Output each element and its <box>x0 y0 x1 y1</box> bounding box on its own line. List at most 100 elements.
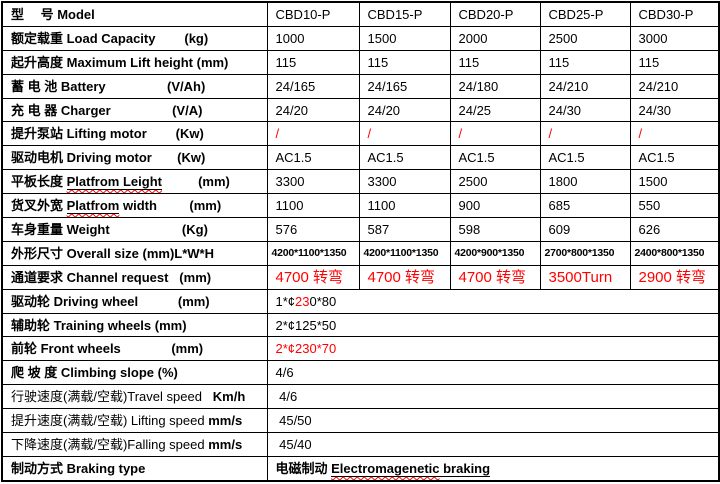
row-label-training-wheels: 辅助轮 Training wheels (mm) <box>1 312 268 338</box>
cell-platform-width-col3: 900 <box>449 193 541 219</box>
cell-charger-col3: 24/25 <box>449 97 541 123</box>
row-label-lifting-speed: 提升速度(满载/空载) Lifting speed mm/s <box>1 408 268 434</box>
cell-charger-col5: 24/30 <box>629 97 720 123</box>
text-segment: CBD30-P <box>638 6 694 22</box>
row-label-driving-motor: 驱动电机 Driving motor (Kw) <box>1 145 268 171</box>
cell-lifting-speed: 45/50 <box>266 408 720 434</box>
text-segment: 电磁制动 <box>275 460 332 476</box>
table-row-channel-request: 通道要求 Channel request (mm) 4700 转弯 4700 转弯 4… <box>1 264 720 290</box>
cell-lifting-motor-col1: / <box>266 121 360 147</box>
text-segment: 2500 <box>548 30 578 46</box>
text-segment: 4700 转弯 <box>367 268 436 286</box>
cell-battery-col1: 24/165 <box>266 73 360 99</box>
cell-max-lift-height-col1: 115 <box>266 49 360 75</box>
text-segment: 驱动轮 Driving wheel (mm) <box>11 293 210 309</box>
text-segment: braking <box>439 460 491 477</box>
row-label-overall-size: 外形尺寸 Overall size (mm)L*W*H <box>1 240 268 266</box>
text-segment: 587 <box>367 221 390 237</box>
cell-climbing-slope: 4/6 <box>266 360 720 386</box>
text-segment: 4/6 <box>275 389 298 405</box>
text-segment: 起升高度 Maximum Lift height (mm) <box>11 54 229 70</box>
text-segment: 4/6 <box>275 365 294 381</box>
cell-travel-speed: 4/6 <box>266 384 720 410</box>
row-label-model: 型 号 Model <box>1 1 268 27</box>
text-segment: CBD10-P <box>275 6 331 22</box>
text-segment: 行驶速度(满载/空载)Travel speed <box>11 389 213 405</box>
text-segment: 型 号 Model <box>11 6 95 22</box>
text-segment: AC1.5 <box>548 150 585 166</box>
cell-load-capacity-col1: 1000 <box>266 25 360 51</box>
text-segment: 115 <box>458 54 480 70</box>
text-segment: 576 <box>275 221 298 237</box>
cell-channel-request-col3: 4700 转弯 <box>449 264 541 290</box>
text-segment: 充 电 器 Charger (V/A) <box>11 102 203 118</box>
row-label-falling-speed: 下降速度(满载/空载)Falling speed mm/s <box>1 432 268 457</box>
text-segment: 车身重量 Weight (Kg) <box>11 221 208 237</box>
row-label-channel-request: 通道要求 Channel request (mm) <box>1 264 268 290</box>
text-segment: 前轮 Front wheels (mm) <box>11 341 204 357</box>
table-row-front-wheels: 前轮 Front wheels (mm) 2*¢230*70 <box>1 336 720 362</box>
cell-weight-col4: 609 <box>539 217 631 242</box>
table-row-overall-size: 外形尺寸 Overall size (mm)L*W*H 4200*1100*135… <box>1 240 720 266</box>
text-segment: Km/h <box>212 389 246 405</box>
text-segment: 1500 <box>638 174 668 190</box>
table-row-load-capacity: 额定载重 Load Capacity (kg) 1000 1500 2000 2500 3… <box>1 25 720 51</box>
text-segment: 550 <box>638 198 661 214</box>
text-segment: 24/20 <box>367 102 401 118</box>
cell-battery-col3: 24/180 <box>449 73 541 99</box>
text-segment: 4700 转弯 <box>275 268 344 286</box>
cell-weight-col5: 626 <box>629 217 720 242</box>
text-segment: / <box>458 126 463 142</box>
cell-platform-length-col2: 3300 <box>358 169 451 195</box>
cell-training-wheels: 2*¢125*50 <box>266 312 720 338</box>
row-label-battery: 蓄 电 池 Battery (V/Ah) <box>1 73 268 99</box>
table-row-lifting-motor: 提升泵站 Lifting motor (Kw) / / / / / <box>1 121 720 147</box>
cell-channel-request-col1: 4700 转弯 <box>266 264 360 290</box>
cell-driving-wheel: 1*¢230*80 <box>266 288 720 314</box>
text-segment: 2700*800*1350 <box>544 247 615 260</box>
table-row-training-wheels: 辅助轮 Training wheels (mm) 2*¢125*50 <box>1 312 720 338</box>
text-segment: 平板长度 <box>11 174 67 190</box>
cell-overall-size-col5: 2400*800*1350 <box>629 240 720 266</box>
cell-model-col5: CBD30-P <box>629 1 720 27</box>
text-segment: 辅助轮 Training wheels (mm) <box>11 317 187 333</box>
cell-platform-width-col4: 685 <box>539 193 631 219</box>
text-segment: 2500 <box>458 174 488 190</box>
cell-front-wheels: 2*¢230*70 <box>266 336 720 362</box>
text-segment: CBD20-P <box>458 6 514 22</box>
row-label-max-lift-height: 起升高度 Maximum Lift height (mm) <box>1 49 268 75</box>
cell-max-lift-height-col2: 115 <box>358 49 451 75</box>
text-segment: 4200*1100*1350 <box>271 247 347 260</box>
cell-load-capacity-col2: 1500 <box>358 25 451 51</box>
cell-battery-col5: 24/210 <box>629 73 720 99</box>
text-segment: 900 <box>458 198 481 214</box>
text-segment: 609 <box>548 221 571 237</box>
text-segment: 蓄 电 池 Battery (V/Ah) <box>11 78 206 94</box>
cell-model-col4: CBD25-P <box>539 1 631 27</box>
text-segment: 24/20 <box>275 102 309 118</box>
table-row-lifting-speed: 提升速度(满载/空载) Lifting speed mm/s 45/50 <box>1 408 720 434</box>
cell-overall-size-col2: 4200*1100*1350 <box>358 240 451 266</box>
text-segment: 2400*800*1350 <box>634 247 705 260</box>
table-row-weight: 车身重量 Weight (Kg) 576 587 598 609 626 <box>1 217 720 242</box>
row-label-travel-speed: 行驶速度(满载/空载)Travel speed Km/h <box>1 384 268 410</box>
cell-driving-motor-col3: AC1.5 <box>449 145 541 171</box>
text-segment: mm/s <box>208 413 243 429</box>
text-segment: 3300 <box>275 174 305 190</box>
text-segment: 下降速度(满载/空载)Falling speed <box>11 436 209 452</box>
text-segment: 2900 转弯 <box>638 268 707 286</box>
cell-max-lift-height-col5: 115 <box>629 49 720 75</box>
text-segment: 通道要求 Channel request (mm) <box>11 269 212 285</box>
text-segment: mm/s <box>208 436 243 452</box>
text-segment: 制动方式 Braking type <box>11 460 146 476</box>
text-segment: 2*¢125*50 <box>275 317 337 333</box>
text-segment: 驱动电机 Driving motor (Kw) <box>11 150 206 166</box>
text-segment: 24/30 <box>638 102 672 118</box>
table-row-travel-speed: 行驶速度(满载/空载)Travel speed Km/h 4/6 <box>1 384 720 410</box>
row-label-weight: 车身重量 Weight (Kg) <box>1 217 268 242</box>
text-segment: 23 <box>295 293 310 309</box>
cell-driving-motor-col5: AC1.5 <box>629 145 720 171</box>
